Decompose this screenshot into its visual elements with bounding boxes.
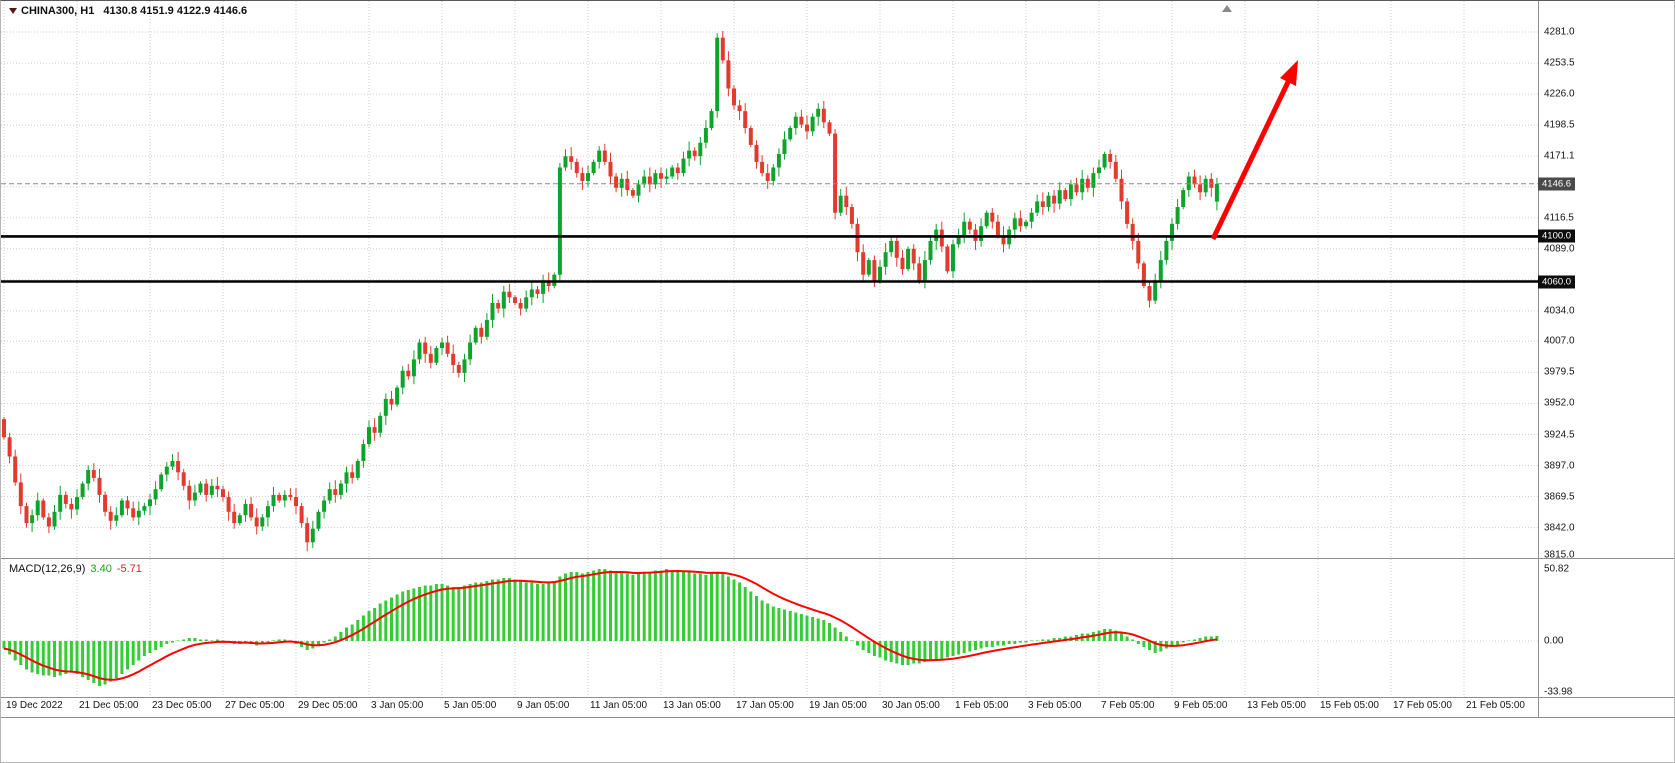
macd-histogram bbox=[2, 569, 1219, 686]
chart-shift-marker-icon[interactable] bbox=[1222, 5, 1232, 12]
macd-signal-line bbox=[3, 569, 1218, 681]
candlestick-series bbox=[2, 30, 1219, 552]
trend-arrow[interactable] bbox=[1210, 60, 1298, 241]
